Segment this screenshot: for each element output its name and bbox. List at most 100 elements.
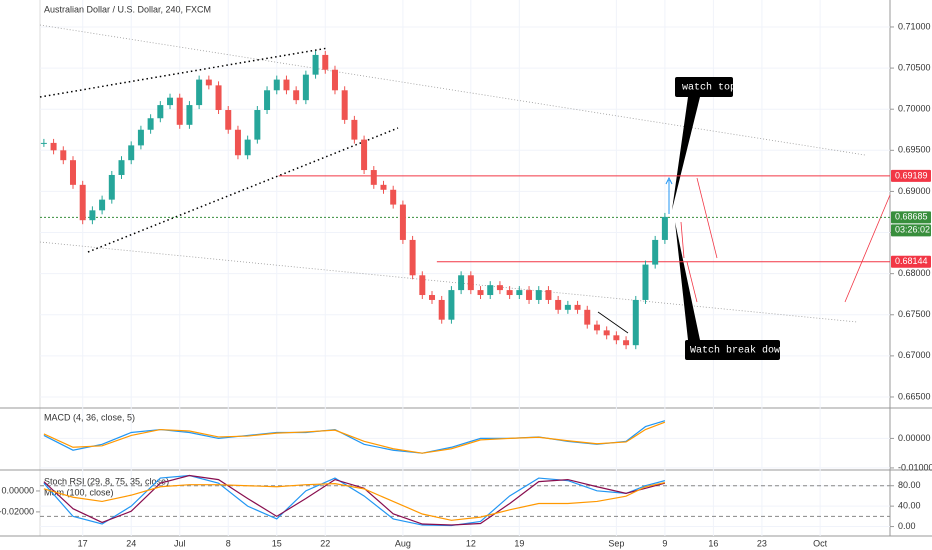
candle xyxy=(79,184,86,221)
y-tick-label: 0.00000 xyxy=(898,433,931,443)
price-tag-label: 0.68685 xyxy=(895,212,928,222)
candle xyxy=(167,97,174,106)
candle xyxy=(215,85,222,111)
candle xyxy=(312,54,319,75)
candle xyxy=(302,74,309,101)
x-tick-label: 9 xyxy=(662,538,667,548)
candle xyxy=(409,239,416,276)
x-tick-label: Aug xyxy=(395,538,411,548)
candle xyxy=(652,239,659,265)
chart-title: Australian Dollar / U.S. Dollar, 240, FX… xyxy=(44,4,211,14)
trend-line xyxy=(39,47,329,98)
trend-line xyxy=(39,241,858,323)
arrow xyxy=(844,194,891,303)
candle xyxy=(603,330,610,336)
candle xyxy=(555,299,562,310)
candle xyxy=(176,97,183,125)
candle xyxy=(477,290,484,296)
x-tick-label: 12 xyxy=(466,538,476,548)
candle xyxy=(632,299,639,346)
callout-box xyxy=(675,77,733,97)
y-tick-label: 0.00 xyxy=(898,521,916,531)
candle xyxy=(118,160,125,175)
candle xyxy=(205,79,212,86)
candle xyxy=(254,110,261,140)
candle xyxy=(128,145,135,161)
x-tick-label: Sep xyxy=(608,538,624,548)
series-line xyxy=(43,474,666,527)
y-tick-label: 0.68000 xyxy=(898,268,931,278)
price-tag-label: 0.68144 xyxy=(895,256,928,266)
candle xyxy=(283,79,290,91)
candle xyxy=(40,142,47,144)
x-tick-label: 8 xyxy=(226,538,231,548)
candle xyxy=(584,309,591,325)
candle xyxy=(196,79,203,106)
candle xyxy=(593,324,600,331)
annotation: Watch break down xyxy=(690,345,786,357)
candle xyxy=(526,290,533,300)
y-tick-label: 0.69000 xyxy=(898,186,931,196)
candle xyxy=(234,129,241,156)
candle xyxy=(458,275,465,291)
candle xyxy=(157,105,164,119)
trend-line xyxy=(39,24,866,156)
candle xyxy=(429,295,436,300)
y2-tick-label: 0.00000 xyxy=(1,485,34,495)
candle xyxy=(99,199,106,211)
y-tick-label: 80.00 xyxy=(898,480,921,490)
x-tick-label: Oct xyxy=(813,538,828,548)
drawings xyxy=(39,24,891,360)
trend-line xyxy=(597,311,629,334)
pane-title: Stoch RSI (29, 8, 75, 35, close) xyxy=(44,476,169,486)
y-tick-label: 40.00 xyxy=(898,501,921,511)
candle xyxy=(225,110,232,130)
y-tick-label: 0.71000 xyxy=(898,21,931,31)
x-tick-label: 19 xyxy=(514,538,524,548)
callout-tail xyxy=(672,97,700,210)
candle xyxy=(516,290,523,296)
candle xyxy=(390,189,397,205)
candle xyxy=(89,210,96,221)
countdown: 03:26:02 xyxy=(895,225,930,235)
price-tag xyxy=(891,169,931,182)
candle xyxy=(399,204,406,240)
candle xyxy=(487,285,494,296)
y-tick-label: 0.70500 xyxy=(898,62,931,72)
candle xyxy=(535,290,542,300)
candle xyxy=(322,54,329,70)
candle xyxy=(506,290,513,296)
candle xyxy=(642,264,649,300)
y2-tick-label: -0.02000 xyxy=(0,506,34,516)
candle xyxy=(370,170,377,185)
candle xyxy=(341,90,348,120)
x-tick-label: 24 xyxy=(126,538,136,548)
pane-subtitle: Mom (100, close) xyxy=(44,487,114,497)
price-tag-label: 0.69189 xyxy=(895,170,928,180)
candle xyxy=(186,105,193,125)
x-tick-label: Jul xyxy=(174,538,186,548)
y-tick-label: 0.69500 xyxy=(898,145,931,155)
series-line xyxy=(43,421,666,454)
x-tick-label: 17 xyxy=(78,538,88,548)
candle xyxy=(147,118,154,130)
candle xyxy=(564,304,571,310)
candle xyxy=(448,290,455,320)
x-tick-label: 15 xyxy=(272,538,282,548)
candle xyxy=(50,142,57,151)
candle xyxy=(496,285,503,291)
series-line xyxy=(43,481,666,521)
candle xyxy=(438,299,445,320)
countdown-tag xyxy=(891,224,931,237)
candle xyxy=(60,150,67,161)
candle xyxy=(69,160,76,185)
y-tick-label: -0.01000 xyxy=(898,462,932,472)
arrow xyxy=(686,261,698,303)
candle xyxy=(613,335,620,341)
candle xyxy=(331,69,338,91)
candle xyxy=(467,275,474,291)
candle xyxy=(361,139,368,171)
candle xyxy=(273,79,280,91)
arrow xyxy=(696,177,718,259)
